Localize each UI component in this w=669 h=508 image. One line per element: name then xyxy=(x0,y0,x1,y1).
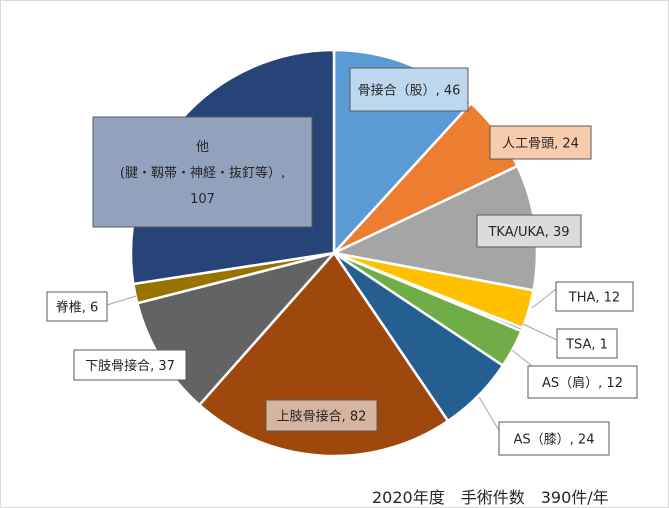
data-label-box xyxy=(489,125,592,160)
data-label-text: TSA, 1 xyxy=(565,338,608,353)
data-label-text: 107 xyxy=(190,192,215,207)
leader-line xyxy=(106,295,137,306)
leader-line xyxy=(522,323,558,341)
data-label-text: 脊椎, 6 xyxy=(56,301,99,316)
data-label: THA, 12 xyxy=(555,281,634,312)
data-label-text: AS（膝）, 24 xyxy=(514,433,595,448)
data-label-box xyxy=(476,214,582,248)
data-label-box xyxy=(527,365,638,399)
data-label-box xyxy=(498,421,610,456)
data-label-text: 骨接合（股）, 46 xyxy=(358,83,461,99)
data-label-box xyxy=(349,67,469,112)
data-label-box xyxy=(556,328,618,359)
leader-line xyxy=(531,288,557,309)
pie-slice xyxy=(197,250,450,458)
data-label-text: 下肢骨接合, 37 xyxy=(85,358,175,374)
data-label-text: 人工骨頭, 24 xyxy=(502,137,579,152)
data-label-text: 他 xyxy=(196,140,209,155)
data-label-box xyxy=(265,399,378,432)
leader-line xyxy=(478,396,501,433)
data-label-box xyxy=(555,281,634,312)
data-label: 人工骨頭, 24 xyxy=(489,125,592,160)
data-label-text: 上肢骨接合, 82 xyxy=(277,409,367,425)
pie-slices xyxy=(129,48,539,458)
data-label-box xyxy=(46,291,108,322)
data-labels: 骨接合（股）, 46 人工骨頭, 24 TKA/UKA, 39 THA, 12 TSA,… xyxy=(46,67,638,456)
data-label-text: AS（肩）, 12 xyxy=(542,375,623,391)
data-label: 下肢骨接合, 37 xyxy=(73,349,187,381)
data-label-box xyxy=(92,116,313,228)
data-label-box xyxy=(73,349,187,381)
data-label: 骨接合（股）, 46 xyxy=(349,67,469,112)
data-label: 上肢骨接合, 82 xyxy=(265,399,378,432)
data-label-text: THA, 12 xyxy=(568,291,620,306)
data-label-text: (腱・靱帯・神経・抜釘等）, xyxy=(120,165,285,181)
data-label: AS（膝）, 24 xyxy=(498,421,610,456)
data-label: 他 (腱・靱帯・神経・抜釘等）, 107 xyxy=(92,116,313,228)
data-label: TSA, 1 xyxy=(556,328,618,359)
data-label-text: TKA/UKA, 39 xyxy=(487,225,569,240)
chart-total-caption: 2020年度 手術件数 390件/年 xyxy=(372,488,609,507)
data-label: AS（肩）, 12 xyxy=(527,365,638,399)
leader-line xyxy=(511,349,533,367)
data-label: TKA/UKA, 39 xyxy=(476,214,582,248)
leader-lines xyxy=(106,288,558,433)
data-label: 脊椎, 6 xyxy=(46,291,108,322)
